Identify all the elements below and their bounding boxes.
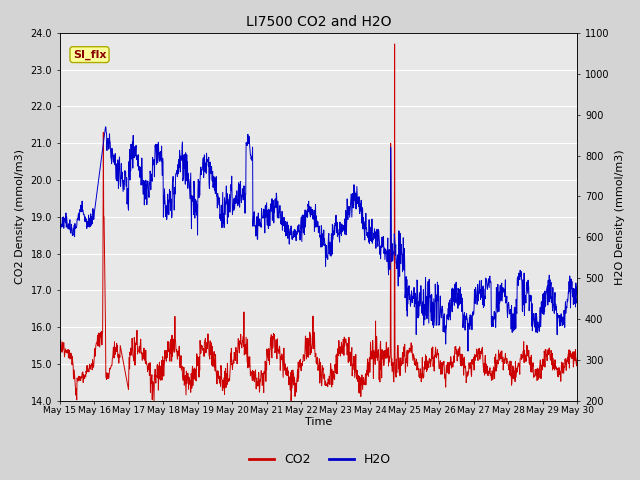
Y-axis label: CO2 Density (mmol/m3): CO2 Density (mmol/m3) bbox=[15, 149, 25, 284]
X-axis label: Time: Time bbox=[305, 417, 332, 427]
Text: SI_flx: SI_flx bbox=[73, 49, 106, 60]
Title: LI7500 CO2 and H2O: LI7500 CO2 and H2O bbox=[246, 15, 391, 29]
Y-axis label: H2O Density (mmol/m3): H2O Density (mmol/m3) bbox=[615, 149, 625, 285]
Legend: CO2, H2O: CO2, H2O bbox=[244, 448, 396, 471]
